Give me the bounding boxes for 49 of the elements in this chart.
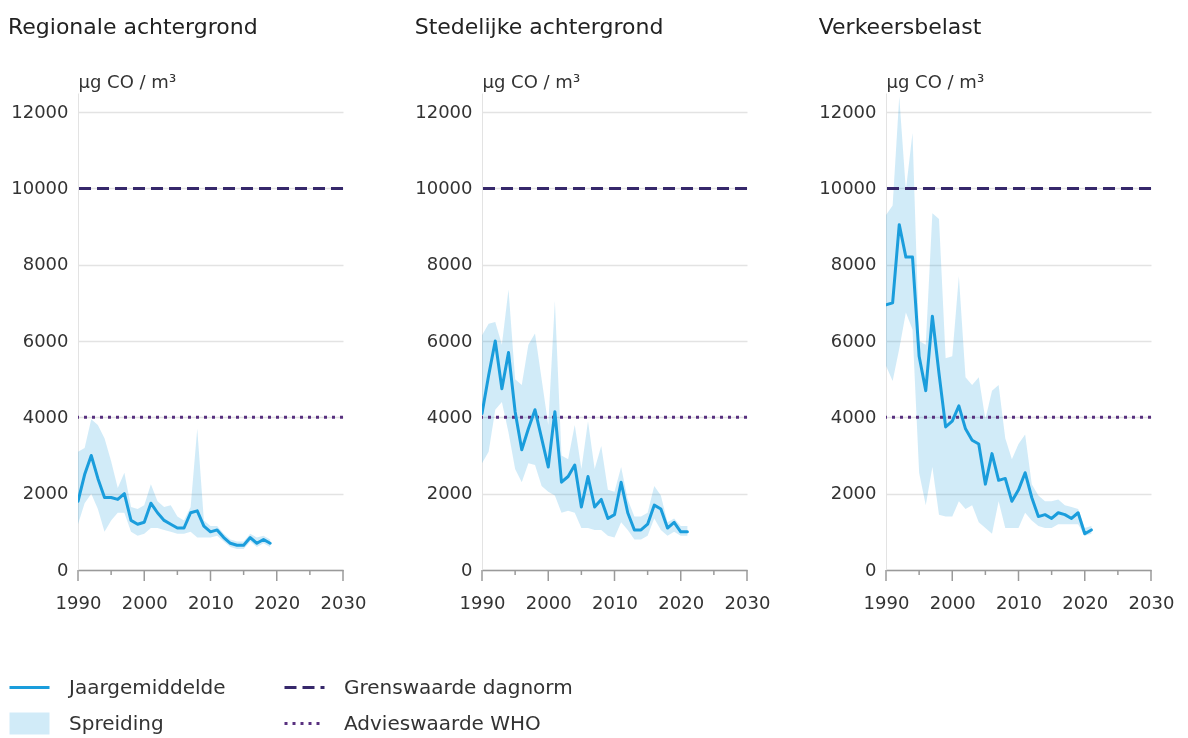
x-tick-label: 2020 [1062,591,1109,613]
y-axis-title: µg CO / m³ [482,70,581,92]
chart-title: Verkeersbelast [818,14,982,39]
y-tick-label: 12000 [415,100,473,122]
y-tick-label: 0 [461,558,473,580]
line-series [78,454,272,547]
y-tick-label: 12000 [11,100,69,122]
y-tick-label: 10000 [11,176,69,198]
line-series [482,339,689,534]
y-tick-label: 8000 [22,253,69,275]
chart-title: Stedelijke achtergrond [414,14,664,39]
y-tick-label: 6000 [22,329,69,351]
y-tick-label: 8000 [426,253,473,275]
y-tick-label: 10000 [819,176,877,198]
x-tick-label: 2000 [929,591,976,613]
x-tick-label: 2020 [254,591,301,613]
y-tick-label: 4000 [22,405,69,427]
x-tick-label: 2010 [592,591,638,613]
y-tick-label: 10000 [415,176,473,198]
x-tick-label: 2000 [121,591,168,613]
y-tick-label: 2000 [830,482,877,504]
y-tick-label: 0 [57,558,69,580]
y-tick-label: 4000 [426,405,473,427]
y-axis-title: µg CO / m³ [886,70,985,92]
y-tick-label: 8000 [830,253,877,275]
y-tick-label: 12000 [819,100,877,122]
x-tick-label: 2000 [525,591,572,613]
x-tick-label: 2020 [658,591,705,613]
line-series [886,223,1093,536]
y-axis-title: µg CO / m³ [78,70,177,92]
y-tick-label: 6000 [426,329,473,351]
y-tick-label: 2000 [426,482,473,504]
legend-label: Grenswaarde dagnorm [344,674,573,699]
x-tick-label: 2030 [320,591,367,613]
y-tick-label: 6000 [830,329,877,351]
x-tick-label: 1990 [55,591,102,613]
x-tick-label: 2030 [724,591,771,613]
y-tick-label: 2000 [22,482,69,504]
x-tick-label: 2030 [1128,591,1175,613]
x-tick-label: 2010 [996,591,1042,613]
x-tick-label: 2010 [188,591,234,613]
legend-label: Advieswaarde WHO [344,710,541,735]
x-tick-label: 1990 [459,591,506,613]
chart-title: Regionale achtergrond [8,14,258,39]
legend-label: Jaargemiddelde [67,674,226,699]
text: Spreiding [69,710,164,735]
y-tick-label: 0 [865,558,877,580]
y-tick-label: 4000 [830,405,877,427]
x-tick-label: 1990 [863,591,910,613]
